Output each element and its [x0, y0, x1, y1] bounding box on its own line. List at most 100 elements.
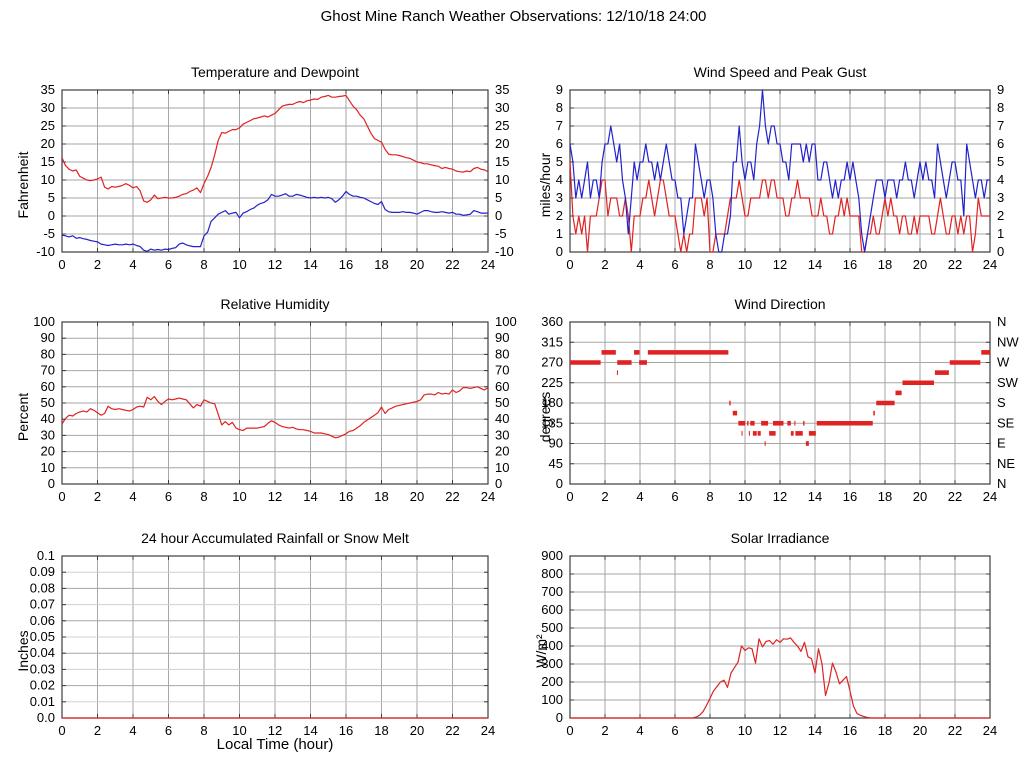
svg-text:5: 5: [556, 154, 563, 169]
svg-text:360: 360: [541, 314, 563, 329]
svg-text:10: 10: [232, 723, 246, 738]
svg-text:2: 2: [556, 208, 563, 223]
svg-text:90: 90: [549, 436, 563, 451]
svg-text:270: 270: [541, 355, 563, 370]
svg-text:80: 80: [41, 346, 55, 361]
svg-text:6: 6: [671, 723, 678, 738]
svg-text:100: 100: [495, 314, 517, 329]
svg-text:70: 70: [41, 363, 55, 378]
svg-text:0: 0: [48, 476, 55, 491]
svg-text:24: 24: [983, 489, 997, 504]
svg-text:10: 10: [738, 257, 752, 272]
svg-text:60: 60: [41, 379, 55, 394]
svg-text:400: 400: [541, 638, 563, 653]
svg-text:20: 20: [410, 723, 424, 738]
svg-text:-5: -5: [495, 226, 507, 241]
svg-text:20: 20: [913, 489, 927, 504]
svg-text:8: 8: [556, 100, 563, 115]
svg-text:12: 12: [268, 723, 282, 738]
svg-text:10: 10: [41, 172, 55, 187]
svg-text:0.09: 0.09: [30, 564, 55, 579]
svg-text:30: 30: [495, 100, 509, 115]
svg-text:SW: SW: [997, 375, 1019, 390]
svg-text:0.02: 0.02: [30, 678, 55, 693]
svg-text:W: W: [997, 355, 1010, 370]
svg-text:0.07: 0.07: [30, 597, 55, 612]
svg-text:90: 90: [41, 330, 55, 345]
svg-text:0: 0: [556, 710, 563, 725]
svg-text:0.04: 0.04: [30, 645, 55, 660]
y-axis-label-percent: Percent: [15, 392, 31, 442]
svg-text:6: 6: [671, 257, 678, 272]
svg-text:24: 24: [481, 723, 495, 738]
svg-text:10: 10: [41, 460, 55, 475]
svg-text:225: 225: [541, 375, 563, 390]
svg-text:-5: -5: [43, 226, 55, 241]
svg-text:14: 14: [303, 489, 317, 504]
svg-text:0: 0: [566, 723, 573, 738]
svg-text:500: 500: [541, 620, 563, 635]
svg-text:20: 20: [495, 444, 509, 459]
svg-text:10: 10: [232, 489, 246, 504]
svg-text:0: 0: [556, 244, 563, 259]
svg-text:30: 30: [41, 100, 55, 115]
svg-text:18: 18: [878, 723, 892, 738]
svg-text:900: 900: [541, 548, 563, 563]
svg-text:22: 22: [948, 723, 962, 738]
svg-text:18: 18: [878, 489, 892, 504]
svg-text:E: E: [997, 436, 1006, 451]
svg-text:50: 50: [495, 395, 509, 410]
svg-text:20: 20: [913, 723, 927, 738]
chart-title-temperature: Temperature and Dewpoint: [190, 64, 360, 80]
plot-area-humidity: 0 2 4 6 8 10 12 14 16 18 20 22 24 0 0 10 10 20 20 30 30 40 40 5…: [33, 314, 516, 504]
svg-text:0: 0: [556, 476, 563, 491]
svg-text:8: 8: [706, 257, 713, 272]
svg-text:18: 18: [878, 257, 892, 272]
svg-text:20: 20: [41, 136, 55, 151]
y-axis-label-miles-per-hour: miles/hour: [537, 152, 553, 218]
svg-text:22: 22: [445, 257, 459, 272]
svg-text:0.1: 0.1: [37, 548, 55, 563]
svg-text:1: 1: [556, 226, 563, 241]
chart-title-humidity: Relative Humidity: [220, 296, 330, 312]
svg-text:2: 2: [997, 208, 1004, 223]
svg-text:2: 2: [94, 257, 101, 272]
svg-text:22: 22: [445, 489, 459, 504]
svg-text:700: 700: [541, 584, 563, 599]
svg-text:N: N: [997, 476, 1006, 491]
svg-text:14: 14: [303, 723, 317, 738]
svg-text:18: 18: [374, 257, 388, 272]
svg-text:12: 12: [773, 489, 787, 504]
svg-text:14: 14: [808, 489, 822, 504]
svg-text:0: 0: [997, 244, 1004, 259]
svg-text:20: 20: [410, 489, 424, 504]
plot-area-wind-direction: 0 2 4 6 8 10 12 14 16 18 20 22 24 0 N 45 NE 90 E 135 SE 180 S 2…: [541, 314, 1019, 504]
svg-text:6: 6: [671, 489, 678, 504]
svg-text:0.01: 0.01: [30, 694, 55, 709]
svg-text:22: 22: [948, 257, 962, 272]
x-axis-label-local-time: Local Time (hour): [216, 736, 334, 753]
svg-text:25: 25: [41, 118, 55, 133]
svg-text:8: 8: [200, 257, 207, 272]
svg-text:2: 2: [601, 257, 608, 272]
svg-text:12: 12: [773, 723, 787, 738]
svg-text:12: 12: [268, 489, 282, 504]
svg-text:7: 7: [556, 118, 563, 133]
svg-text:30: 30: [41, 427, 55, 442]
svg-text:2: 2: [94, 723, 101, 738]
chart-title-rainfall: 24 hour Accumulated Rainfall or Snow Mel…: [141, 530, 409, 546]
chart-title-solar: Solar Irradiance: [730, 530, 830, 546]
svg-text:10: 10: [738, 723, 752, 738]
svg-text:-10: -10: [36, 244, 55, 259]
svg-text:0.0: 0.0: [37, 710, 55, 725]
svg-text:NE: NE: [997, 456, 1015, 471]
svg-text:180: 180: [541, 395, 563, 410]
svg-text:-10: -10: [495, 244, 514, 259]
svg-text:5: 5: [48, 190, 55, 205]
svg-text:100: 100: [541, 692, 563, 707]
svg-text:16: 16: [339, 723, 353, 738]
svg-text:60: 60: [495, 379, 509, 394]
y-axis-label-fahrenheit: Fahrenheit: [15, 151, 31, 219]
svg-text:3: 3: [556, 190, 563, 205]
svg-text:200: 200: [541, 674, 563, 689]
